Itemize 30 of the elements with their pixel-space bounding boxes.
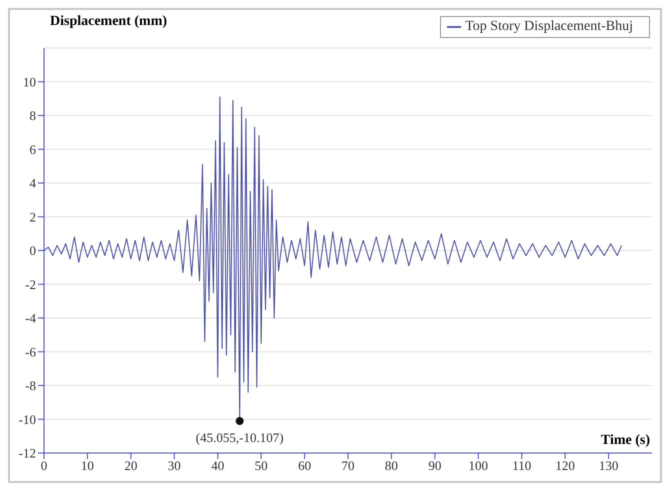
y-tick-label: 6 xyxy=(30,142,36,157)
x-tick-label: 100 xyxy=(468,458,488,474)
y-tick-label: 2 xyxy=(30,209,36,224)
y-tick-label: 10 xyxy=(23,74,36,90)
y-tick-label: -12 xyxy=(18,446,36,461)
x-tick-label: 0 xyxy=(40,458,48,474)
y-tick-label: 4 xyxy=(30,176,36,191)
x-tick-label: 20 xyxy=(124,458,138,474)
x-tick-label: 30 xyxy=(168,458,181,474)
x-tick-label: 110 xyxy=(512,458,532,474)
x-tick-label: 70 xyxy=(342,458,354,474)
y-tick-label: -10 xyxy=(18,412,36,427)
y-tick-label: 0 xyxy=(30,243,36,258)
y-tick-label: -4 xyxy=(25,310,36,326)
x-tick-label: 60 xyxy=(298,458,312,474)
x-tick-label: 90 xyxy=(428,458,442,474)
y-tick-label: -2 xyxy=(25,276,36,292)
y-tick-label: -8 xyxy=(25,378,36,394)
x-tick-label: 50 xyxy=(254,458,268,474)
y-axis-title: Displacement (mm) xyxy=(50,14,168,30)
y-tick-label: 8 xyxy=(30,108,36,124)
annotation: (45.055,-10.107) xyxy=(196,430,284,445)
x-tick-label: 10 xyxy=(80,458,94,474)
y-tick-label: -6 xyxy=(25,344,36,360)
x-axis-title: Time (s) xyxy=(600,433,650,449)
x-tick-label: 40 xyxy=(211,458,224,474)
x-tick-label: 80 xyxy=(384,458,398,474)
x-tick-label: 120 xyxy=(555,458,575,474)
legend-label: Top Story Displacement-Bhuj xyxy=(465,19,633,34)
x-tick-label: 130 xyxy=(598,458,618,474)
